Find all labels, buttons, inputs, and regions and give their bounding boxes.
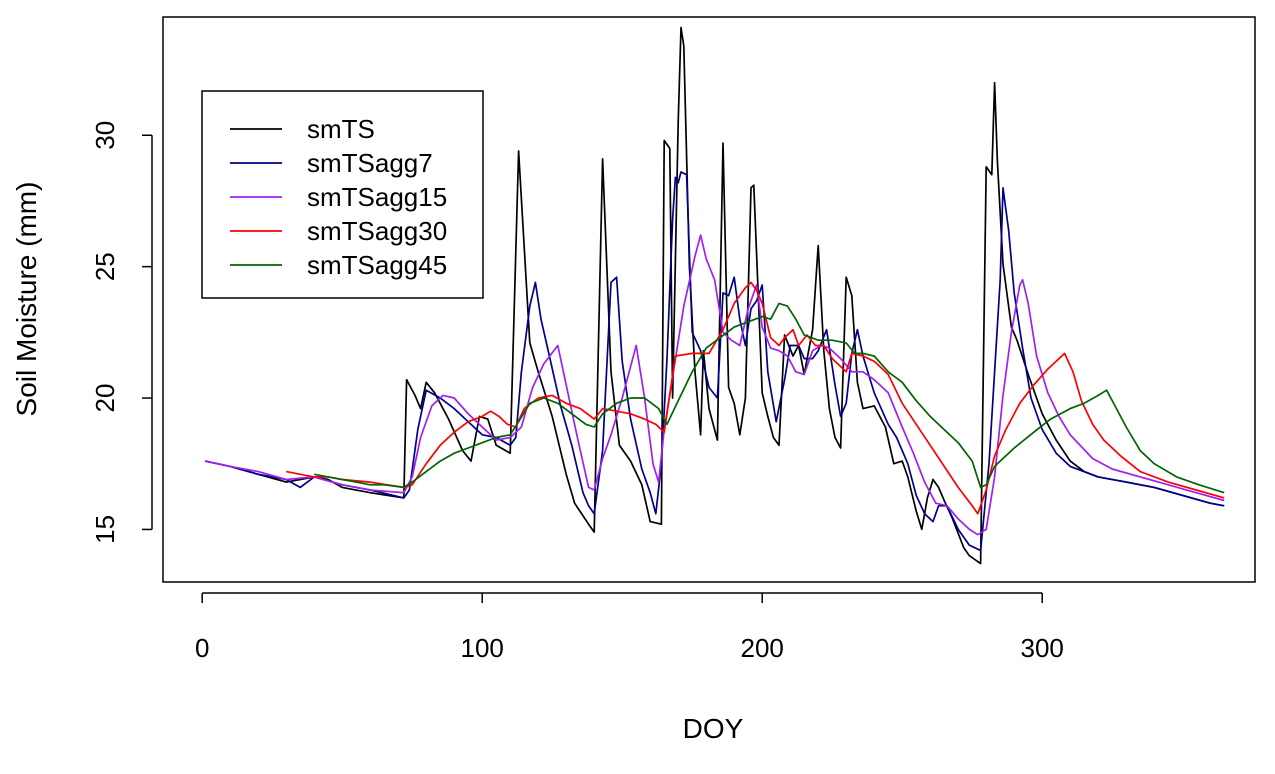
y-axis-label: Soil Moisture (mm) — [11, 182, 42, 417]
x-tick-label: 0 — [195, 633, 209, 663]
legend-label-smTS: smTS — [307, 114, 375, 144]
x-tick-label: 300 — [1021, 633, 1064, 663]
y-tick-label: 15 — [90, 515, 120, 544]
series-line-smTS — [204, 26, 1225, 565]
series-line-smTSagg7 — [204, 171, 1225, 552]
x-tick-label: 100 — [461, 633, 504, 663]
legend-label-smTSagg30: smTSagg30 — [307, 216, 447, 246]
series-line-smTSagg30 — [286, 281, 1225, 515]
y-tick-label: 20 — [90, 384, 120, 413]
y-tick-label: 25 — [90, 252, 120, 281]
plot-frame — [162, 16, 1256, 583]
series-line-smTSagg15 — [204, 234, 1225, 536]
x-axis: 0 100 200 300 — [195, 592, 1064, 663]
legend-label-smTSagg45: smTSagg45 — [307, 250, 447, 280]
series-layer — [204, 26, 1225, 565]
legend-label-smTSagg15: smTSagg15 — [307, 182, 447, 212]
y-axis: 15 20 25 30 — [90, 121, 153, 544]
series-line-smTSagg45 — [314, 302, 1225, 494]
legend-label-smTSagg7: smTSagg7 — [307, 148, 433, 178]
legend-box — [201, 90, 484, 299]
legend: smTS smTSagg7 smTSagg15 smTSagg30 smTSagg45 — [201, 90, 484, 299]
x-axis-label: DOY — [683, 713, 744, 744]
x-tick-label: 200 — [741, 633, 784, 663]
y-tick-label: 30 — [90, 121, 120, 150]
